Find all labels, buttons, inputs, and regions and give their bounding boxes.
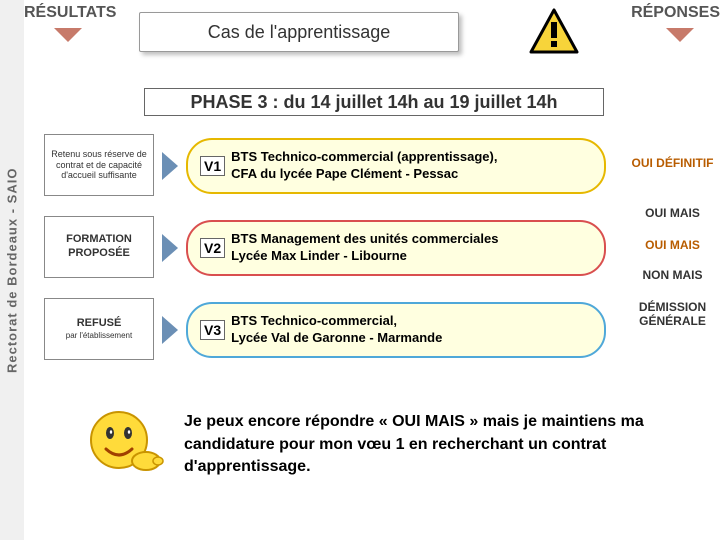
status-box-retenu: Retenu sous réserve de contrat et de cap… <box>44 134 154 196</box>
voeu-tag: V1 <box>200 156 225 176</box>
warning-icon <box>529 8 579 58</box>
voeu-text: BTS Management des unités commerciales L… <box>231 231 498 265</box>
response-demission: DÉMISSION GÉNÉRALE <box>625 300 720 328</box>
voeu-line2: CFA du lycée Pape Clément - Pessac <box>231 166 458 181</box>
main-content: RÉSULTATS Cas de l'apprentissage RÉPONSE… <box>24 0 720 540</box>
status-box-refuse: REFUSÉ par l'établissement <box>44 298 154 360</box>
response-oui-mais: OUI MAIS <box>625 238 720 252</box>
voeu-line1: BTS Management des unités commerciales <box>231 231 498 246</box>
result-row: FORMATION PROPOSÉE V2 BTS Management des… <box>24 216 720 282</box>
status-subtext: par l'établissement <box>66 331 132 341</box>
result-row: REFUSÉ par l'établissement V3 BTS Techni… <box>24 298 720 364</box>
voeu-tag: V2 <box>200 238 225 258</box>
voeu-text: BTS Technico-commercial, Lycée Val de Ga… <box>231 313 442 347</box>
arrow-down-icon <box>666 28 694 42</box>
voeu-box: V3 BTS Technico-commercial, Lycée Val de… <box>186 302 606 358</box>
voeu-line1: BTS Technico-commercial, <box>231 313 397 328</box>
arrow-right-icon <box>162 152 178 180</box>
voeu-line2: Lycée Max Linder - Libourne <box>231 248 407 263</box>
conclusion-text: Je peux encore répondre « OUI MAIS » mai… <box>184 411 704 478</box>
smiley-pointing-icon <box>84 405 164 485</box>
conclusion-block: Je peux encore répondre « OUI MAIS » mai… <box>84 400 704 490</box>
arrow-right-icon <box>162 234 178 262</box>
voeu-text: BTS Technico-commercial (apprentissage),… <box>231 149 497 183</box>
response-non-mais: NON MAIS <box>625 268 720 282</box>
status-box-formation: FORMATION PROPOSÉE <box>44 216 154 278</box>
voeu-line1: BTS Technico-commercial (apprentissage), <box>231 149 497 164</box>
arrow-down-icon <box>54 28 82 42</box>
sidebar-label: Rectorat de Bordeaux - SAIO <box>0 0 24 540</box>
header: RÉSULTATS Cas de l'apprentissage RÉPONSE… <box>24 0 720 70</box>
status-text: REFUSÉ <box>77 317 122 330</box>
voeu-line2: Lycée Val de Garonne - Marmande <box>231 330 442 345</box>
arrow-right-icon <box>162 316 178 344</box>
result-row: Retenu sous réserve de contrat et de cap… <box>24 134 720 200</box>
resultats-heading: RÉSULTATS <box>24 4 116 22</box>
response-oui-mais: OUI MAIS <box>625 206 720 220</box>
voeu-box: V2 BTS Management des unités commerciale… <box>186 220 606 276</box>
reponses-heading: RÉPONSES <box>631 4 720 22</box>
page-title: Cas de l'apprentissage <box>139 12 459 52</box>
voeu-box: V1 BTS Technico-commercial (apprentissag… <box>186 138 606 194</box>
response-oui-definitif: OUI DÉFINITIF <box>625 156 720 170</box>
status-text: Retenu sous réserve de contrat et de cap… <box>49 149 149 181</box>
phase-label: PHASE 3 : du 14 juillet 14h au 19 juille… <box>144 88 604 116</box>
voeu-tag: V3 <box>200 320 225 340</box>
status-text: FORMATION PROPOSÉE <box>49 233 149 259</box>
